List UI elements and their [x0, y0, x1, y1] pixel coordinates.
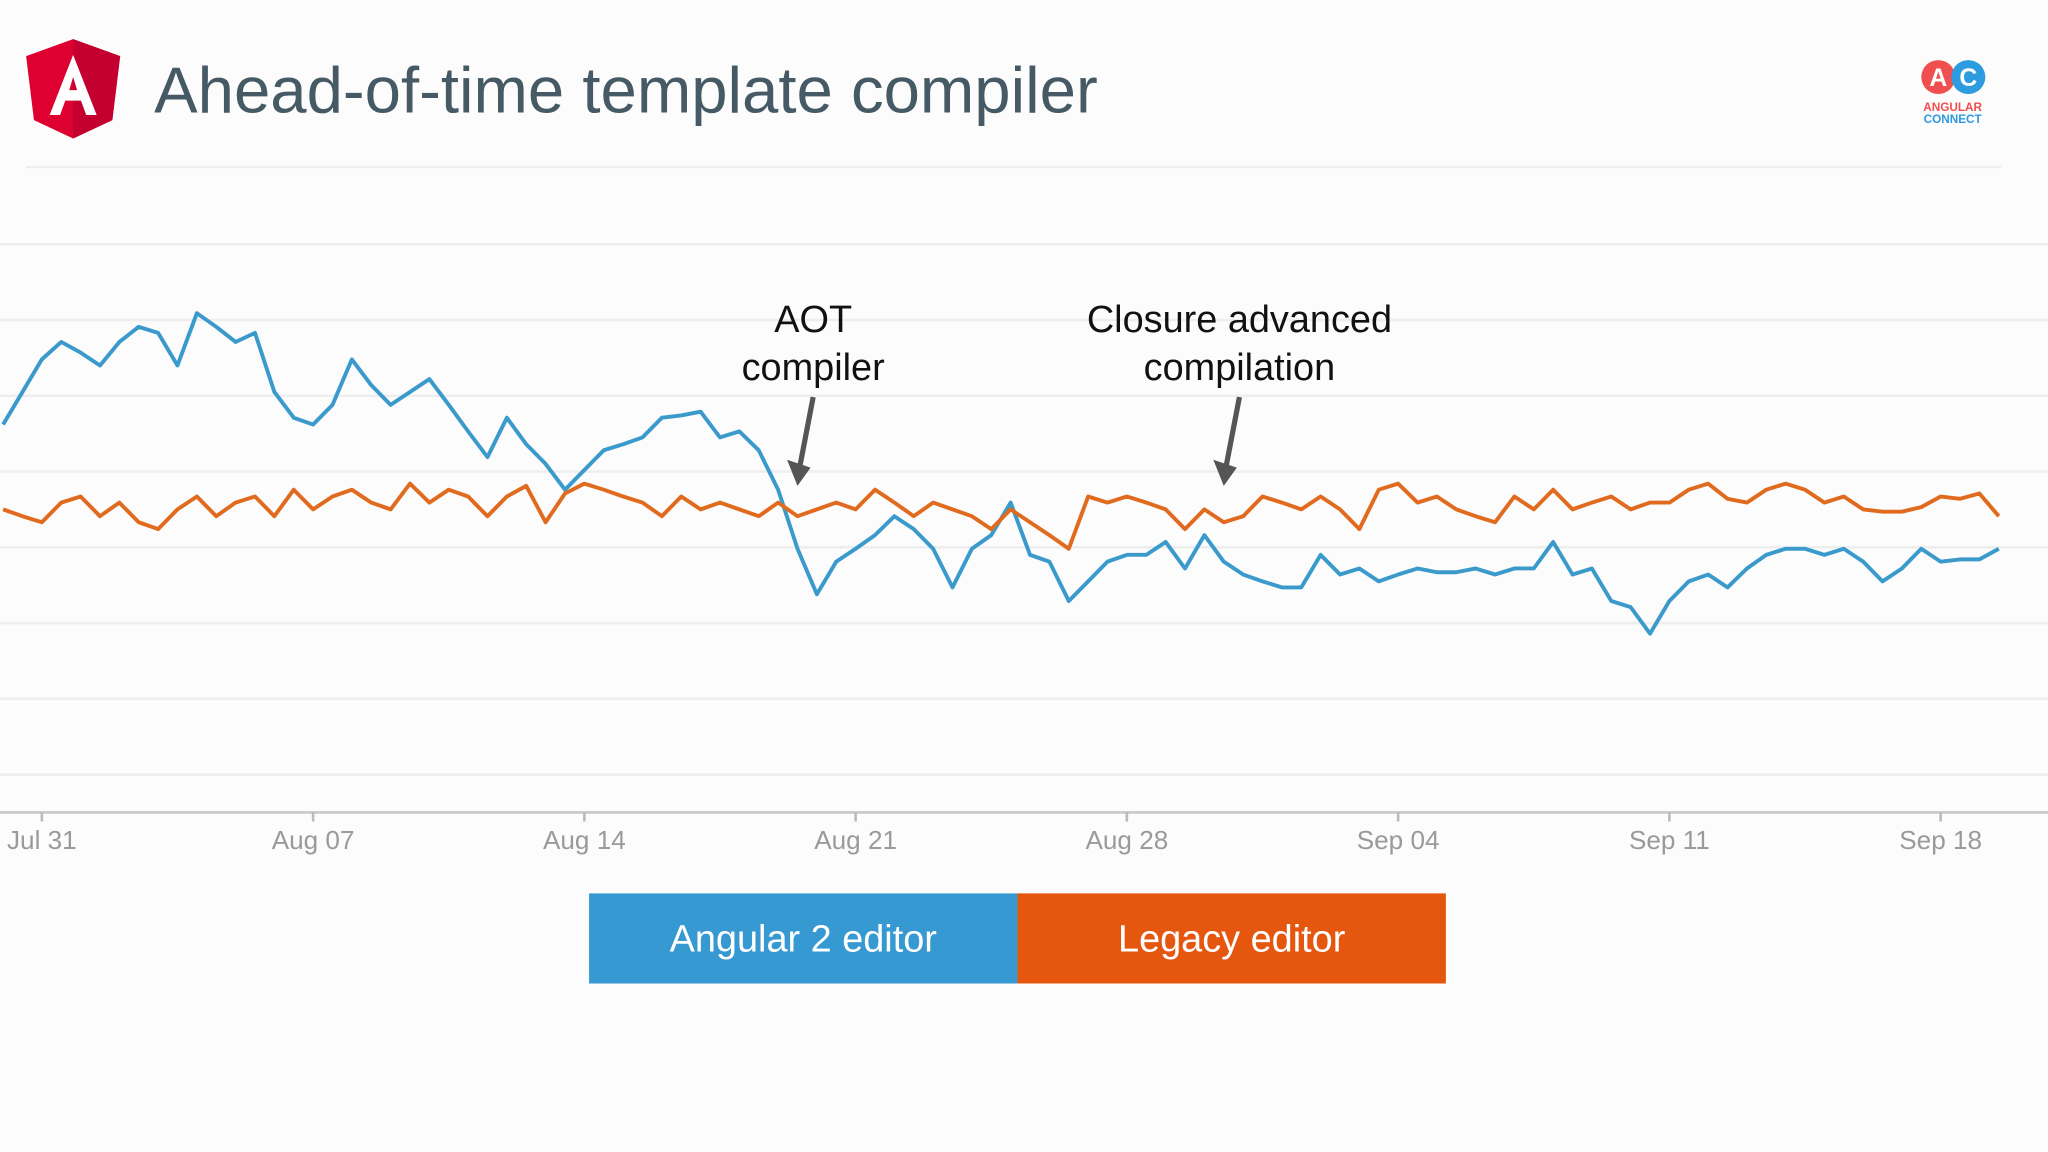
- annotation-arrowhead: [787, 459, 811, 486]
- legend-swatch: [589, 893, 1018, 984]
- series-line: [2, 481, 2001, 551]
- slide-title: Ahead-of-time template compiler: [154, 53, 1098, 126]
- x-tick-label: Jul 31: [7, 825, 77, 855]
- x-tick-label: Aug 14: [543, 825, 626, 855]
- annotation-text: AOT: [774, 299, 852, 341]
- x-tick-label: Aug 28: [1086, 825, 1169, 855]
- x-tick-label: Sep 04: [1357, 825, 1440, 855]
- legend-item: Angular 2 editor: [589, 893, 1018, 984]
- x-tick-label: Sep 11: [1629, 825, 1710, 855]
- legend-label: Angular 2 editor: [670, 919, 937, 961]
- annotation-text: Closure advanced: [1087, 299, 1392, 341]
- annotation-arrow: [1223, 396, 1243, 466]
- brand-name: ANGULAR: [1923, 101, 1982, 114]
- plot: Jul 31 Aug 07 Aug 14 Aug 21 Aug 28 Sep 04 Sep …: [0, 242, 2048, 984]
- annotation-text: compiler: [742, 347, 885, 389]
- annotation-text: compilation: [1144, 347, 1336, 389]
- x-tick-label: Aug 07: [272, 825, 355, 855]
- legend-swatch: [1017, 893, 1446, 984]
- x-tick-label: Sep 18: [1899, 825, 1982, 855]
- brand-initial: A: [1929, 65, 1947, 92]
- brand-logo: A C ANGULAR CONNECT: [1921, 60, 1986, 126]
- brand-initial: C: [1959, 65, 1977, 92]
- legend-item: Legacy editor: [1017, 893, 1446, 984]
- x-tick-label: Aug 21: [814, 825, 897, 855]
- annotation-arrowhead: [1213, 459, 1237, 486]
- annotation-arrow: [797, 396, 816, 466]
- legend-label: Legacy editor: [1118, 919, 1345, 961]
- brand-name: CONNECT: [1924, 113, 1983, 126]
- angular-logo: [26, 39, 121, 139]
